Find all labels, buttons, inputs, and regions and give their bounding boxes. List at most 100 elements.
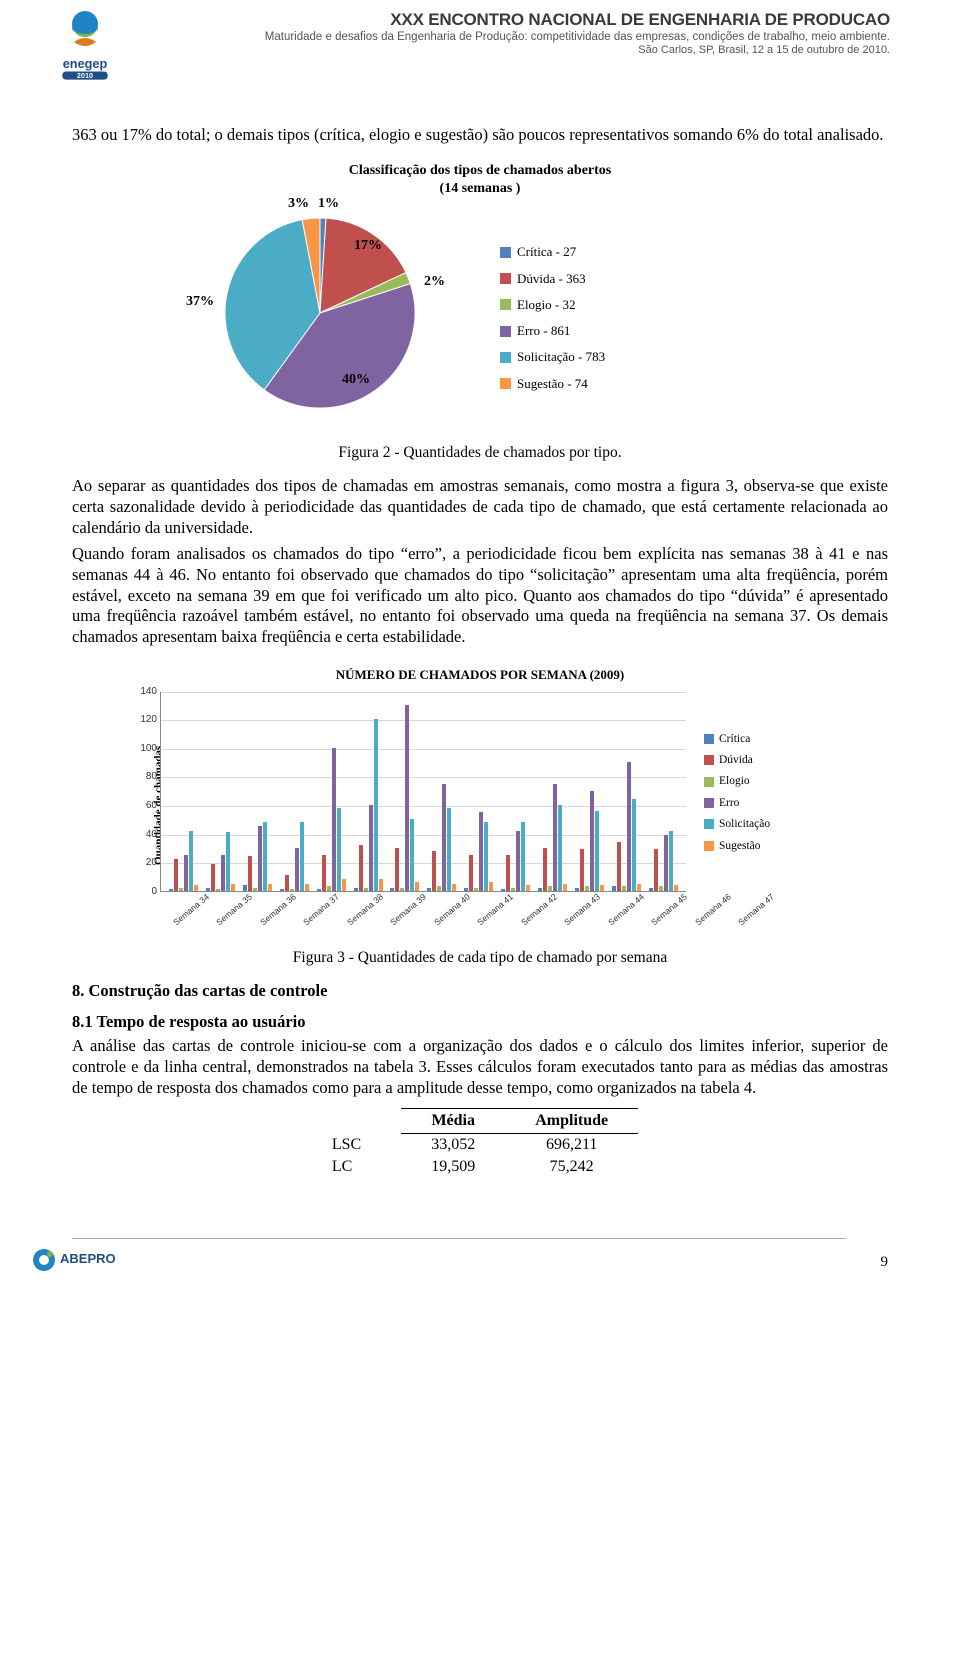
bar bbox=[654, 849, 658, 890]
bar bbox=[501, 889, 505, 890]
bar bbox=[184, 855, 188, 891]
table-col-media: Média bbox=[401, 1109, 505, 1134]
legend-label: Sugestão - 74 bbox=[517, 376, 588, 392]
table-cell-amplitude: 75,242 bbox=[505, 1156, 638, 1178]
bar bbox=[484, 822, 488, 891]
legend-label: Elogio - 32 bbox=[517, 297, 576, 313]
bar-group bbox=[202, 692, 239, 891]
bar bbox=[211, 864, 215, 891]
bar bbox=[521, 822, 525, 891]
bar bbox=[622, 886, 626, 890]
legend-swatch bbox=[500, 247, 511, 258]
legend-swatch bbox=[500, 378, 511, 389]
table-row: LC19,50975,242 bbox=[322, 1156, 638, 1178]
svg-text:enegep: enegep bbox=[63, 56, 108, 71]
bar bbox=[437, 886, 441, 890]
table-row-label: LSC bbox=[322, 1134, 401, 1157]
y-tick-label: 40 bbox=[135, 828, 157, 841]
bar bbox=[379, 879, 383, 890]
bar bbox=[489, 882, 493, 891]
legend-swatch bbox=[704, 734, 714, 744]
table-cell-media: 33,052 bbox=[401, 1134, 505, 1157]
pie-pct-label: 1% bbox=[318, 195, 339, 213]
table-col-amplitude: Amplitude bbox=[505, 1109, 638, 1134]
bar-legend-item: Sugestão bbox=[704, 839, 770, 853]
bar bbox=[511, 888, 515, 891]
bar bbox=[405, 705, 409, 891]
page-footer: ABEPRO 9 bbox=[0, 1238, 960, 1302]
legend-swatch bbox=[704, 798, 714, 808]
event-location: São Carlos, SP, Brasil, 12 a 15 de outub… bbox=[140, 44, 890, 56]
pie-pct-label: 37% bbox=[186, 293, 214, 311]
bar bbox=[580, 849, 584, 890]
bar bbox=[248, 856, 252, 890]
bar bbox=[558, 805, 562, 891]
pie-pct-label: 2% bbox=[424, 273, 445, 291]
y-tick-label: 60 bbox=[135, 800, 157, 813]
pie-chart-figure: Classificação dos tipos de chamados aber… bbox=[190, 162, 770, 433]
figure-2-caption: Figura 2 - Quantidades de chamados por t… bbox=[72, 443, 888, 462]
bar bbox=[553, 784, 557, 891]
pie-legend-item: Crítica - 27 bbox=[500, 244, 605, 260]
bar bbox=[280, 889, 284, 890]
legend-label: Sugestão bbox=[719, 839, 761, 853]
bar-legend-item: Solicitação bbox=[704, 817, 770, 831]
legend-label: Crítica bbox=[719, 732, 750, 746]
bar bbox=[268, 884, 272, 891]
bar bbox=[538, 888, 542, 891]
bar bbox=[585, 886, 589, 890]
bar bbox=[659, 886, 663, 890]
bar bbox=[374, 719, 378, 890]
x-tick-label: Semana 47 bbox=[736, 891, 794, 948]
bar bbox=[189, 831, 193, 891]
paragraph-4: A análise das cartas de controle iniciou… bbox=[72, 1036, 888, 1098]
paragraph-1: 363 ou 17% do total; o demais tipos (crí… bbox=[72, 125, 888, 146]
bar bbox=[263, 822, 267, 891]
bar bbox=[674, 885, 678, 891]
bar bbox=[290, 889, 294, 890]
paragraph-3: Quando foram analisados os chamados do t… bbox=[72, 544, 888, 647]
bar bbox=[575, 888, 579, 891]
legend-label: Solicitação bbox=[719, 817, 770, 831]
pie-pct-label: 40% bbox=[342, 371, 370, 389]
bar bbox=[285, 875, 289, 891]
bar-group bbox=[165, 692, 202, 891]
bar bbox=[354, 888, 358, 891]
legend-swatch bbox=[500, 273, 511, 284]
bar bbox=[300, 822, 304, 891]
bar bbox=[415, 882, 419, 891]
legend-label: Elogio bbox=[719, 774, 750, 788]
bar-chart-figure: NÚMERO DE CHAMADOS POR SEMANA (2009) Qua… bbox=[130, 667, 830, 937]
bar-legend-item: Dúvida bbox=[704, 753, 770, 767]
legend-label: Dúvida bbox=[719, 753, 753, 767]
bar bbox=[442, 784, 446, 891]
bar bbox=[600, 885, 604, 891]
legend-swatch bbox=[704, 819, 714, 829]
bar bbox=[221, 855, 225, 891]
legend-swatch bbox=[704, 841, 714, 851]
y-tick-label: 140 bbox=[135, 685, 157, 698]
bar-legend-item: Erro bbox=[704, 796, 770, 810]
bar bbox=[632, 799, 636, 890]
bar bbox=[548, 886, 552, 890]
bar bbox=[590, 791, 594, 891]
enegep-logo: enegep 2010 bbox=[30, 8, 140, 81]
bar bbox=[664, 835, 668, 891]
y-tick-label: 100 bbox=[135, 743, 157, 756]
pie-legend-item: Solicitação - 783 bbox=[500, 349, 605, 365]
enegep-wordmark: enegep 2010 bbox=[35, 56, 135, 81]
bar-group bbox=[239, 692, 276, 891]
section-8-heading: 8. Construção das cartas de controle bbox=[72, 981, 888, 1002]
bar bbox=[669, 831, 673, 891]
bar bbox=[305, 884, 309, 891]
bar bbox=[474, 888, 478, 891]
y-tick-label: 120 bbox=[135, 714, 157, 727]
bar bbox=[342, 879, 346, 890]
document-body: 363 ou 17% do total; o demais tipos (crí… bbox=[0, 85, 960, 1198]
legend-label: Erro - 861 bbox=[517, 323, 570, 339]
enegep-logo-icon bbox=[54, 8, 116, 56]
bar bbox=[452, 884, 456, 891]
legend-label: Solicitação - 783 bbox=[517, 349, 605, 365]
bar-group bbox=[423, 692, 460, 891]
bar bbox=[395, 848, 399, 891]
